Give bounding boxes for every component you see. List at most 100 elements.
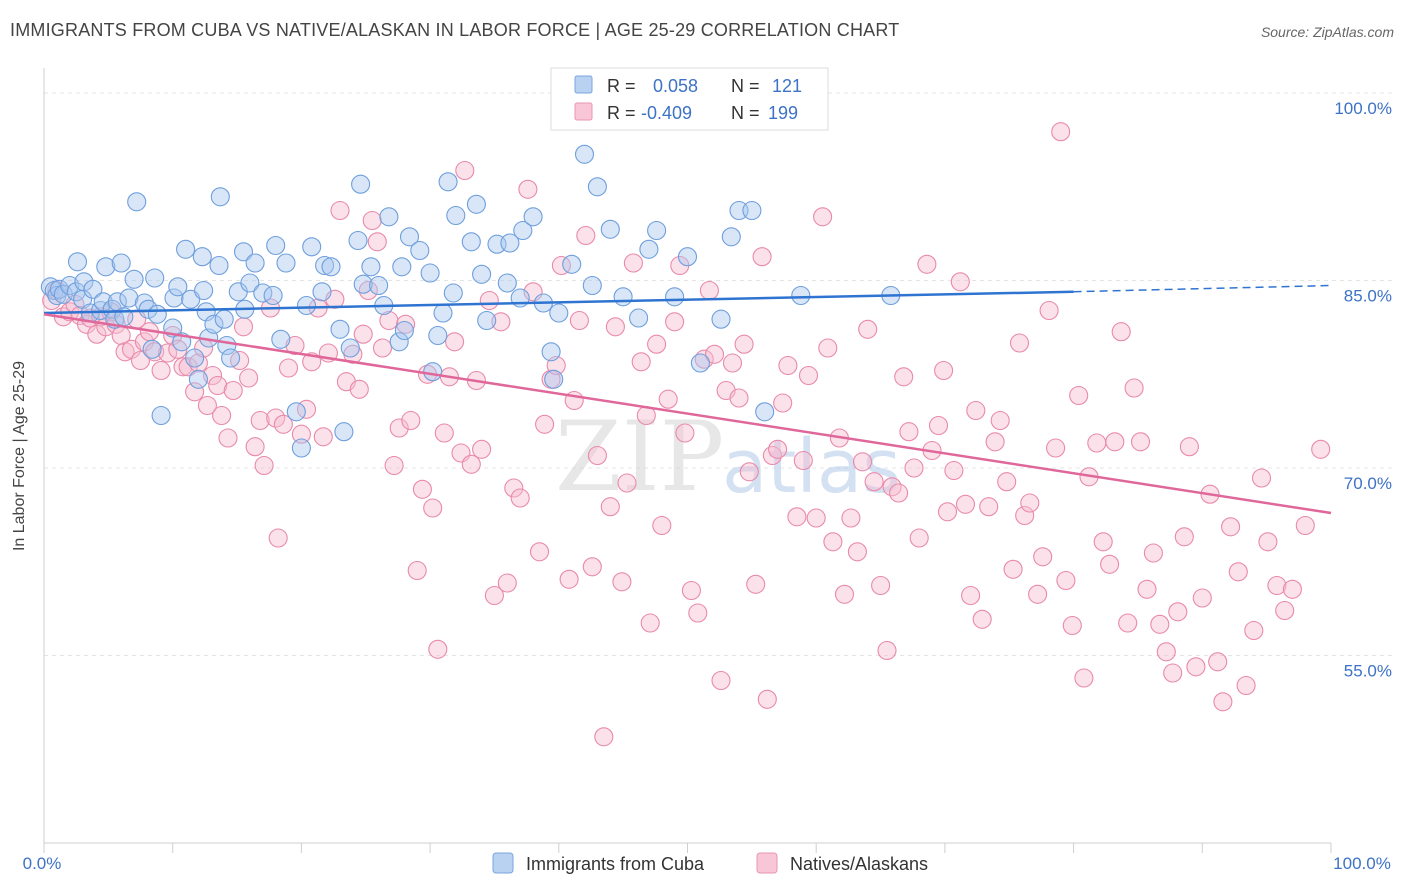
point-cuba-117 [791, 285, 811, 306]
point-cuba-44 [214, 309, 234, 329]
y-tick-label-85: 85.0% [1344, 287, 1392, 306]
point-cuba-46 [221, 348, 241, 368]
stats-swatch-natives [574, 102, 593, 121]
point-natives-140 [823, 532, 843, 552]
point-natives-88 [518, 179, 538, 199]
point-cuba-85 [446, 205, 466, 226]
point-natives-83 [484, 585, 504, 606]
point-natives-136 [798, 365, 819, 386]
legend-swatch-natives [756, 852, 778, 874]
point-natives-21 [151, 360, 171, 381]
point-natives-62 [367, 232, 387, 252]
point-cuba-97 [541, 342, 561, 362]
point-cuba-25 [142, 339, 162, 359]
point-natives-195 [1150, 614, 1170, 634]
point-cuba-28 [151, 405, 171, 426]
point-natives-106 [623, 253, 643, 273]
point-natives-100 [587, 445, 607, 466]
point-natives-86 [504, 478, 524, 498]
point-natives-199 [1174, 527, 1194, 547]
point-natives-169 [990, 410, 1010, 431]
point-natives-182 [1069, 385, 1089, 406]
point-natives-69 [407, 560, 427, 581]
point-cuba-41 [204, 314, 224, 334]
point-cuba-61 [312, 282, 332, 302]
point-cuba-24 [138, 299, 158, 319]
point-cuba-98 [544, 369, 564, 389]
point-natives-213 [1275, 600, 1295, 621]
point-cuba-94 [513, 220, 533, 241]
point-cuba-56 [276, 253, 296, 273]
point-natives-178 [1046, 438, 1066, 458]
point-cuba-48 [233, 242, 254, 262]
point-cuba-80 [423, 362, 443, 382]
point-natives-175 [1028, 584, 1048, 604]
point-cuba-55 [271, 329, 291, 349]
point-cuba-37 [192, 247, 212, 267]
point-natives-110 [647, 334, 667, 354]
point-cuba-111 [690, 353, 710, 373]
point-natives-131 [768, 439, 788, 459]
point-natives-187 [1100, 554, 1120, 574]
point-natives-214 [1282, 579, 1302, 599]
point-cuba-63 [321, 257, 341, 277]
point-cuba-11 [83, 279, 103, 299]
y-tick-label-100: 100.0% [1334, 99, 1392, 118]
point-natives-85 [497, 573, 517, 593]
point-cuba-79 [420, 263, 440, 283]
point-natives-205 [1213, 692, 1233, 712]
point-natives-167 [979, 497, 999, 517]
point-natives-17 [130, 350, 151, 371]
point-natives-156 [917, 254, 937, 274]
point-natives-125 [734, 334, 754, 354]
point-natives-165 [966, 400, 986, 421]
point-cuba-33 [176, 239, 196, 259]
point-cuba-60 [302, 237, 322, 257]
point-natives-170 [997, 472, 1017, 492]
point-natives-168 [985, 432, 1005, 452]
point-cuba-86 [461, 232, 481, 252]
scatter-points [40, 122, 1331, 747]
stats-n-value-cuba: 121 [772, 76, 802, 96]
point-cuba-91 [497, 273, 517, 293]
point-cuba-36 [188, 369, 208, 389]
point-natives-166 [972, 609, 992, 629]
point-cuba-104 [600, 219, 620, 239]
point-natives-126 [739, 462, 759, 482]
point-cuba-69 [353, 274, 373, 294]
point-natives-119 [699, 280, 719, 301]
point-natives-210 [1251, 468, 1272, 488]
trend-lines [43, 284, 1332, 515]
point-natives-82 [479, 290, 499, 311]
point-natives-30 [197, 395, 217, 416]
point-natives-153 [899, 422, 919, 442]
point-cuba-53 [263, 285, 283, 306]
point-natives-102 [600, 497, 620, 517]
point-natives-35 [223, 380, 243, 401]
point-natives-173 [1015, 505, 1035, 526]
point-cuba-59 [296, 295, 317, 316]
point-cuba-73 [379, 207, 399, 227]
point-natives-40 [250, 410, 270, 431]
point-cuba-108 [647, 220, 667, 241]
trend-line-cuba-extension [1073, 284, 1332, 293]
point-natives-172 [1009, 333, 1030, 353]
legend-swatch-cuba [492, 852, 514, 874]
point-natives-113 [665, 312, 685, 332]
point-natives-202 [1192, 588, 1212, 608]
point-natives-183 [1074, 668, 1094, 688]
point-natives-18 [134, 332, 154, 352]
point-natives-179 [1051, 122, 1071, 142]
point-cuba-81 [428, 325, 448, 346]
point-natives-160 [937, 502, 958, 522]
point-natives-186 [1093, 532, 1113, 552]
point-natives-212 [1267, 575, 1287, 596]
point-natives-58 [349, 379, 369, 399]
point-natives-128 [752, 247, 772, 267]
stats-n-value-natives: 199 [768, 103, 798, 123]
point-natives-81 [472, 439, 492, 459]
point-cuba-112 [711, 309, 731, 329]
point-natives-121 [711, 670, 731, 691]
point-cuba-27 [147, 304, 167, 324]
point-cuba-78 [410, 240, 430, 261]
